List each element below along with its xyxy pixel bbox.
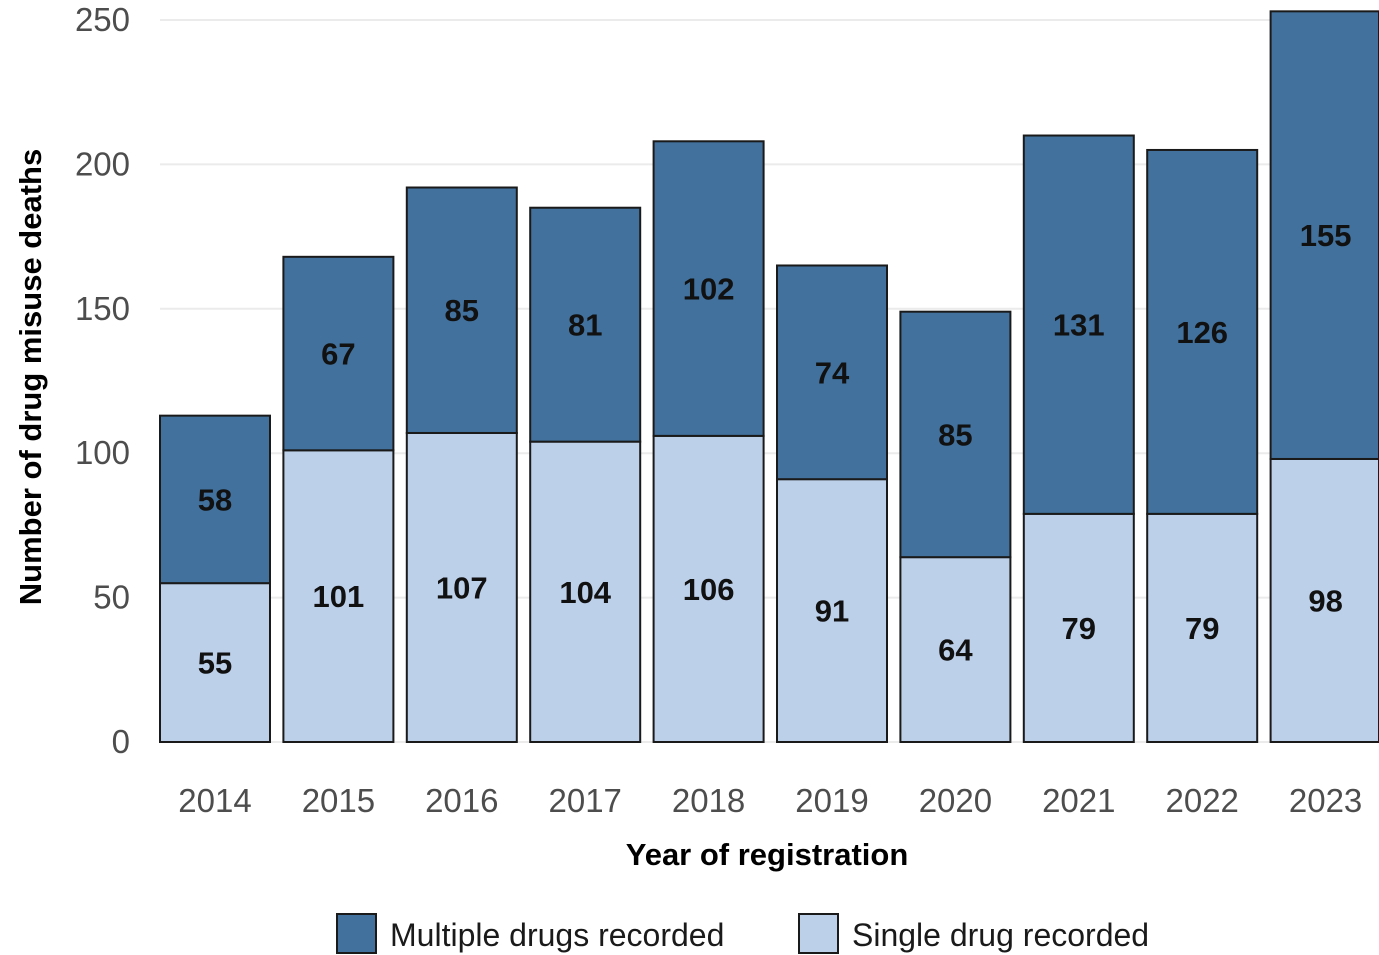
x-tick-label: 2016 bbox=[425, 782, 498, 819]
data-label: 101 bbox=[313, 579, 365, 614]
bar-single-2021 bbox=[1022, 512, 1135, 744]
x-axis-title: Year of registration bbox=[626, 837, 909, 872]
data-label: 74 bbox=[815, 355, 850, 390]
data-label: 98 bbox=[1308, 583, 1342, 618]
data-label: 107 bbox=[436, 570, 488, 605]
y-tick-label: 250 bbox=[75, 1, 130, 38]
legend: Multiple drugs recorded Single drug recor… bbox=[336, 913, 1149, 954]
data-label: 64 bbox=[938, 633, 973, 668]
bar-multiple-2014 bbox=[159, 414, 271, 585]
data-label: 126 bbox=[1176, 315, 1228, 350]
data-label: 102 bbox=[683, 272, 735, 307]
bar-single-2019 bbox=[776, 478, 888, 743]
y-tick-label: 0 bbox=[112, 723, 130, 760]
legend-label: Multiple drugs recorded bbox=[390, 917, 724, 953]
x-tick-label: 2015 bbox=[302, 782, 375, 819]
y-tick-label: 200 bbox=[75, 145, 130, 182]
x-axis-ticks: 2014 2015 2016 2017 2018 2019 2020 2021 2022 2023 bbox=[178, 782, 1362, 819]
x-tick-label: 2019 bbox=[795, 782, 868, 819]
data-label: 79 bbox=[1185, 611, 1219, 646]
x-tick-label: 2022 bbox=[1165, 782, 1238, 819]
bar-multiple-2019 bbox=[776, 264, 888, 481]
data-label: 104 bbox=[559, 575, 611, 610]
data-label: 55 bbox=[198, 646, 232, 681]
bar-single-2018 bbox=[652, 434, 765, 743]
bar-single-2017 bbox=[529, 440, 642, 743]
x-tick-label: 2021 bbox=[1042, 782, 1115, 819]
data-label: 67 bbox=[321, 337, 355, 372]
bar-multiple-2016 bbox=[405, 186, 518, 434]
bar-multiple-2022 bbox=[1146, 148, 1259, 515]
data-label: 85 bbox=[938, 417, 972, 452]
y-axis-title: Number of drug misuse deaths bbox=[13, 149, 48, 605]
y-tick-label: 150 bbox=[75, 290, 130, 327]
bar-multiple-2018 bbox=[652, 140, 765, 437]
bar-single-2020 bbox=[899, 556, 1012, 744]
bars bbox=[159, 10, 1379, 744]
data-label: 131 bbox=[1053, 308, 1105, 343]
data-label: 85 bbox=[445, 293, 479, 328]
x-tick-label: 2014 bbox=[178, 782, 251, 819]
data-label: 79 bbox=[1062, 611, 1096, 646]
bar-multiple-2015 bbox=[282, 255, 395, 452]
data-label: 81 bbox=[568, 308, 602, 343]
y-axis-ticks: 0 50 100 150 200 250 bbox=[75, 1, 130, 760]
x-tick-label: 2018 bbox=[672, 782, 745, 819]
y-tick-label: 100 bbox=[75, 434, 130, 471]
data-label: 58 bbox=[198, 482, 232, 517]
bar-single-2014 bbox=[159, 582, 271, 743]
data-label: 91 bbox=[815, 594, 849, 629]
bar-multiple-2021 bbox=[1022, 134, 1135, 515]
data-label: 155 bbox=[1300, 218, 1352, 253]
bar-multiple-2017 bbox=[529, 206, 642, 443]
bar-single-2022 bbox=[1146, 512, 1259, 744]
bar-single-2015 bbox=[282, 449, 395, 743]
bar-multiple-2020 bbox=[899, 310, 1012, 559]
bar-single-2016 bbox=[405, 431, 518, 743]
x-tick-label: 2017 bbox=[548, 782, 621, 819]
x-tick-label: 2023 bbox=[1289, 782, 1362, 819]
x-tick-label: 2020 bbox=[919, 782, 992, 819]
data-labels: 55 58 101 67 107 85 104 81 106 102 91 74 64 85 79 131 79… bbox=[198, 218, 1352, 680]
legend-key bbox=[336, 913, 377, 954]
legend-key bbox=[798, 913, 839, 954]
y-tick-label: 50 bbox=[93, 579, 130, 616]
legend-label: Single drug recorded bbox=[852, 917, 1149, 953]
data-label: 106 bbox=[683, 572, 735, 607]
